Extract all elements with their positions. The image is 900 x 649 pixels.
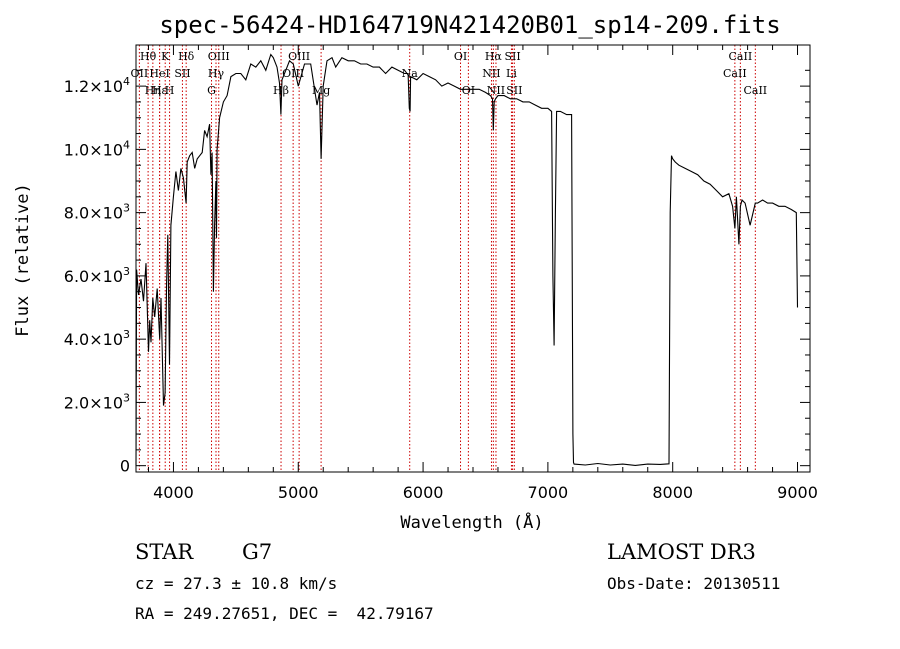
spectral-line-label: Hη: [145, 84, 161, 97]
y-axis-ticks: 0 2.0×103 4.0×103 6.0×103 8.0×103 1.0×104 1.2×…: [64, 69, 810, 476]
observation-date: Obs-Date: 20130511: [607, 574, 781, 593]
spectral-line-label: SII: [504, 50, 520, 63]
spectral-line-markers: [138, 45, 756, 472]
x-tick-label: 5000: [278, 483, 319, 502]
y-tick-label: 1.2×104: [64, 75, 130, 96]
y-tick-label: 4.0×103: [64, 328, 130, 349]
spectral-line-label: Hθ: [140, 50, 157, 63]
spectral-line-label: SII: [506, 84, 522, 97]
spectral-line-label: NII: [482, 67, 500, 80]
x-tick-label: 4000: [153, 483, 194, 502]
x-tick-label: 7000: [528, 483, 569, 502]
spectral-line-label: Hε: [152, 84, 168, 97]
chart-title: spec-56424-HD164719N421420B01_sp14-209.f…: [159, 11, 780, 39]
y-tick-label: 1.0×104: [64, 138, 130, 159]
spectral-line-label: Hδ: [178, 50, 195, 63]
x-tick-label: 8000: [652, 483, 693, 502]
spectral-line-label: Mg: [312, 84, 330, 97]
spectral-line-label: Hγ: [208, 67, 225, 80]
y-axis-label: Flux (relative): [13, 183, 33, 337]
spectral-line-label: Hβ: [273, 84, 289, 97]
spectral-line-label: CaII: [723, 67, 747, 80]
spectral-line-label: OI: [462, 84, 475, 97]
spectral-line-label: H: [165, 84, 175, 97]
spectral-line-label: CaII: [743, 84, 767, 97]
spectral-line-label: HeI: [149, 67, 169, 80]
coordinates: RA = 249.27651, DEC = 42.79167: [135, 604, 434, 623]
object-class: STAR: [135, 540, 194, 564]
spectral-line-label: G: [207, 84, 216, 97]
object-subclass: G7: [242, 540, 273, 564]
spectral-line-label: Li: [506, 67, 517, 80]
spectral-line-label: SII: [174, 67, 190, 80]
spectral-line-label: OII: [131, 67, 149, 80]
spectrum-series: [135, 53, 799, 466]
y-tick-label: 2.0×103: [64, 391, 130, 412]
spectral-line-label: OIII: [208, 50, 230, 63]
spectral-line-label: Hα: [485, 50, 503, 63]
y-tick-label: 8.0×103: [64, 202, 130, 223]
spectral-line-label: NII: [487, 84, 505, 97]
spectral-line-label: OIII: [282, 67, 304, 80]
plot-frame: [135, 44, 811, 473]
x-axis-ticks: 4000 5000 6000 7000 8000 9000: [147, 45, 818, 502]
y-tick-label: 6.0×103: [64, 265, 130, 286]
x-tick-label: 9000: [777, 483, 818, 502]
spectral-line-label: OI: [454, 50, 467, 63]
spectral-line-label: OIII: [288, 50, 310, 63]
y-tick-label: 0: [120, 457, 130, 476]
spectral-line-label: Na: [402, 67, 419, 80]
spectral-line-label: CaII: [729, 50, 753, 63]
spectral-line-label: K: [161, 50, 170, 63]
x-axis-label: Wavelength (Å): [400, 511, 543, 533]
survey-name: LAMOST DR3: [607, 540, 756, 564]
x-tick-label: 6000: [403, 483, 444, 502]
redshift-cz: cz = 27.3 ± 10.8 km/s: [135, 574, 338, 593]
